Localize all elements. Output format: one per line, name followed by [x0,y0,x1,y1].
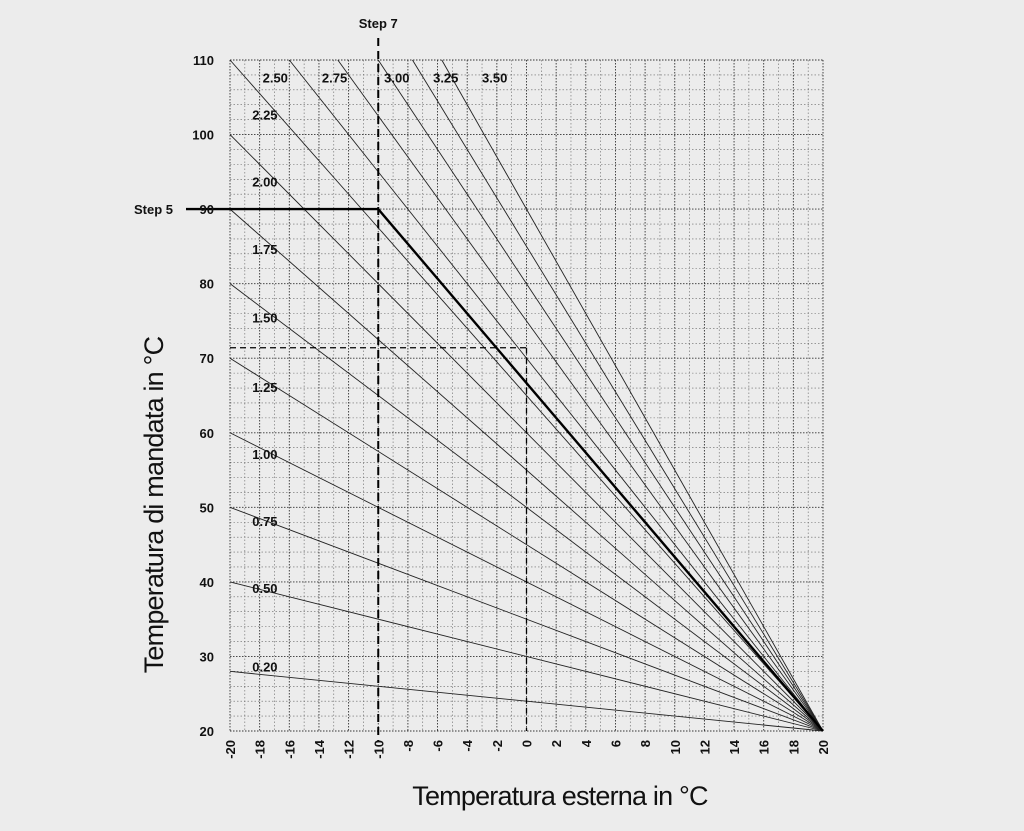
curve-label-1.00: 1.00 [252,447,277,462]
curve-label-3.25: 3.25 [433,70,458,85]
y-tick-label: 110 [193,53,214,68]
curve-label-0.75: 0.75 [252,514,277,529]
x-tick-labels: -20 -18 -16 -14 -12 -10 -8 -6 -4 -2 0 2 4 6 8 10 12 14 16 1… [223,739,831,759]
x-tick-label: 20 [816,740,831,754]
curve-line-0.50 [229,581,824,732]
x-tick-label: 4 [579,739,594,747]
curve-label-2.00: 2.00 [252,175,277,190]
x-tick-label: -6 [431,740,446,752]
x-tick-label: -10 [371,740,386,759]
curve-label-1.50: 1.50 [252,310,277,325]
y-tick-label: 80 [200,277,214,292]
major-grid [229,59,824,732]
x-tick-label: -14 [312,739,327,759]
x-tick-label: 10 [668,740,683,754]
curve-label-2.75: 2.75 [322,70,347,85]
y-tick-label: 100 [192,128,214,143]
x-tick-label: 8 [638,740,653,747]
step7-label: Step 7 [359,16,398,31]
y-tick-label: 20 [200,724,214,739]
x-tick-label: -2 [490,740,505,752]
y-tick-label: 90 [200,202,214,217]
curve-line-2.25 [229,59,824,732]
curve-labels: 0.20 0.50 0.75 1.00 1.25 1.50 1.75 2.00 2.25 2.50… [252,70,507,674]
curve-line-1.50 [229,283,824,732]
minor-grid [230,60,823,731]
x-tick-label: 14 [727,739,742,754]
curve-label-3.50: 3.50 [482,70,507,85]
y-axis-title: Temperatura di mandata in °C [139,336,169,673]
curve-label-0.20: 0.20 [252,659,277,674]
x-axis-title: Temperatura esterna in °C [412,781,708,811]
x-tick-label: 12 [697,740,712,754]
curve-line-3.00 [377,59,824,732]
step-annotations: Step 5 Step 7 [134,16,398,217]
reference-guides [230,38,528,741]
curve-label-2.50: 2.50 [263,70,288,85]
y-tick-label: 50 [200,500,214,515]
curve-line-2.75 [337,59,824,732]
y-tick-label: 40 [200,575,214,590]
x-tick-label: 2 [549,740,564,747]
selected-curve [186,207,824,732]
curve-label-1.75: 1.75 [252,242,277,257]
x-tick-label: -4 [460,739,475,751]
x-tick-label: -20 [223,740,238,759]
y-tick-labels: 20 30 40 50 60 70 80 90 100 110 [192,53,214,739]
x-tick-label: 16 [757,740,772,754]
curve-line-3.50 [441,59,824,732]
curve-line-3.25 [412,59,824,732]
x-tick-label: -16 [282,740,297,759]
y-tick-label: 30 [200,649,214,664]
x-tick-label: -12 [342,740,357,759]
step5-label: Step 5 [134,202,173,217]
curve-label-0.50: 0.50 [252,581,277,596]
y-tick-label: 70 [200,351,214,366]
x-tick-label: 0 [520,740,535,747]
curve-label-2.25: 2.25 [252,108,277,123]
curve-label-3.00: 3.00 [384,70,409,85]
curve-label-1.25: 1.25 [252,380,277,395]
selected-curve-line [230,207,824,732]
x-tick-label: -18 [253,740,268,759]
y-tick-label: 60 [200,426,214,441]
curve-line-1.25 [229,357,824,732]
heating-curves [229,59,824,732]
x-tick-label: 18 [786,740,801,754]
x-tick-label: -8 [401,740,416,752]
x-tick-label: 6 [608,740,623,747]
